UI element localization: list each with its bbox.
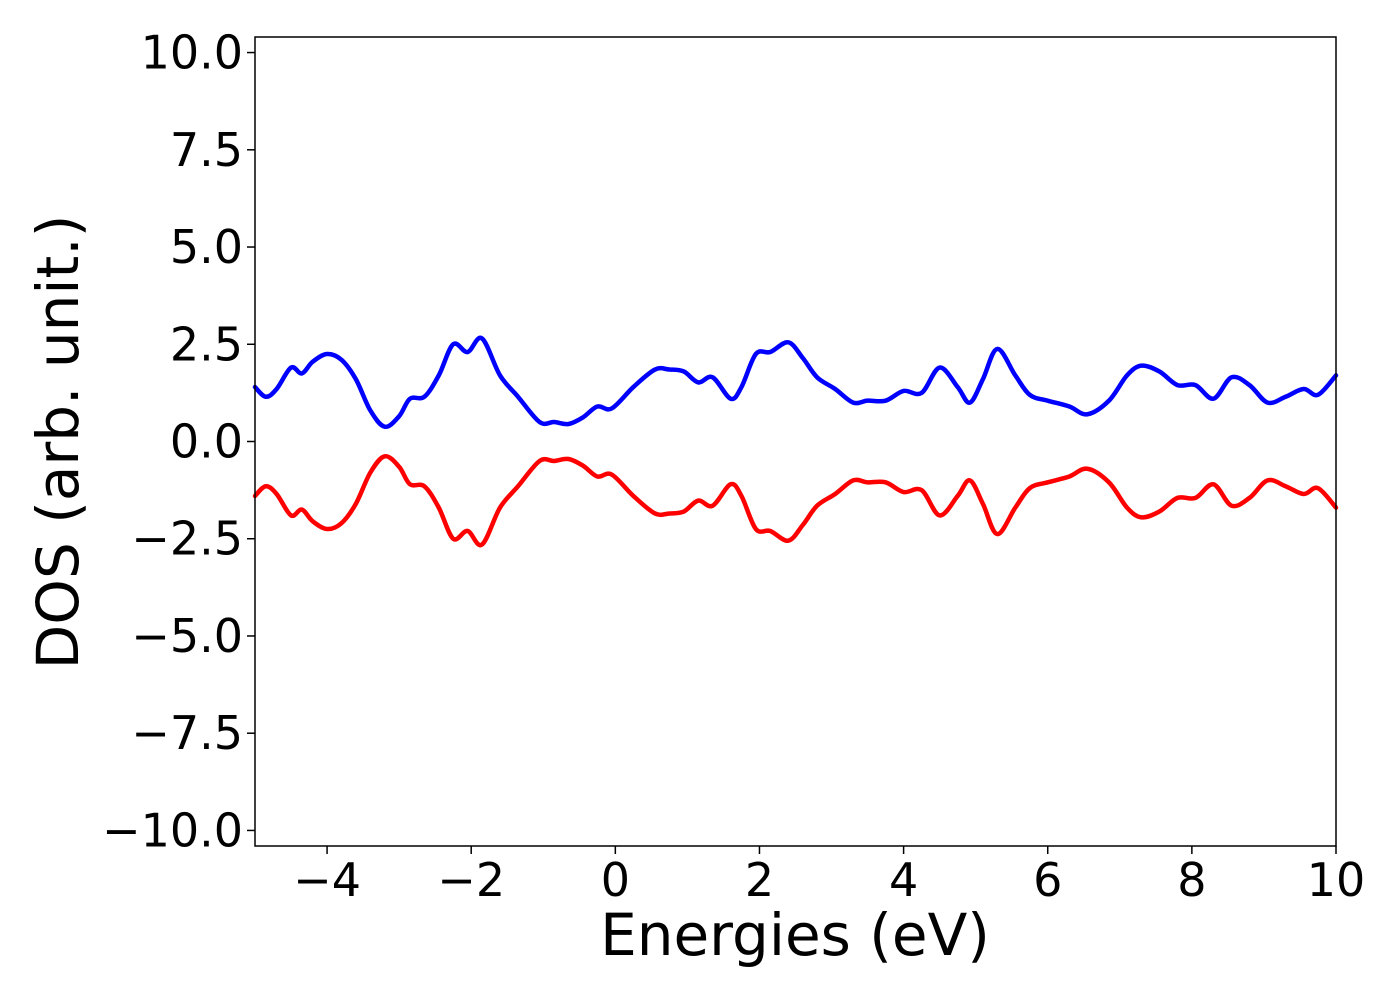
series-line-1 bbox=[252, 335, 1339, 429]
y-tick-label: −10.0 bbox=[102, 803, 243, 857]
y-tick-label: 2.5 bbox=[170, 317, 243, 371]
y-tick-label: 7.5 bbox=[170, 123, 243, 177]
series-line-2 bbox=[252, 454, 1339, 548]
x-tick-label: −2 bbox=[437, 853, 505, 907]
x-tick-label: −4 bbox=[293, 853, 361, 907]
x-axis: −4 −2 0 2 4 6 8 10 bbox=[293, 846, 1365, 907]
x-tick-label: 0 bbox=[601, 853, 630, 907]
y-tick-label: −5.0 bbox=[131, 609, 243, 663]
y-tick-label: 10.0 bbox=[141, 26, 243, 80]
y-tick-label: 0.0 bbox=[170, 415, 243, 469]
plot-frame bbox=[254, 36, 1337, 847]
y-tick-label: 5.0 bbox=[170, 220, 243, 274]
y-tick-label: −7.5 bbox=[131, 706, 243, 760]
series-layer bbox=[252, 335, 1339, 548]
y-tick-label: −2.5 bbox=[131, 512, 243, 566]
y-axis: 10.0 7.5 5.0 2.5 0.0 −2.5 −5.0 −7.5 −10.0 bbox=[102, 26, 255, 857]
x-tick-label: 8 bbox=[1177, 853, 1206, 907]
x-tick-label: 4 bbox=[889, 853, 918, 907]
x-tick-label: 2 bbox=[745, 853, 774, 907]
x-tick-label: 10 bbox=[1307, 853, 1366, 907]
x-axis-label: Energies (eV) bbox=[600, 901, 990, 969]
x-tick-label: 6 bbox=[1033, 853, 1062, 907]
y-axis-label: DOS (arb. unit.) bbox=[24, 215, 92, 670]
